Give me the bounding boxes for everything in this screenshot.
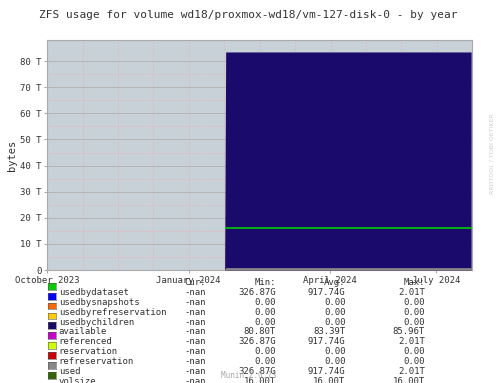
Text: 0.00: 0.00 — [404, 318, 425, 326]
Text: 2.01T: 2.01T — [398, 367, 425, 376]
Text: -nan: -nan — [185, 357, 206, 366]
Text: 0.00: 0.00 — [254, 347, 276, 356]
Text: 917.74G: 917.74G — [308, 288, 345, 296]
Text: referenced: referenced — [59, 337, 112, 346]
Text: 0.00: 0.00 — [404, 357, 425, 366]
Text: 16.00T: 16.00T — [244, 377, 276, 383]
Text: -nan: -nan — [185, 298, 206, 306]
Text: 0.00: 0.00 — [254, 318, 276, 326]
Text: -nan: -nan — [185, 377, 206, 383]
Text: volsize: volsize — [59, 377, 96, 383]
Text: Avg:: Avg: — [324, 278, 345, 286]
Text: Cur:: Cur: — [185, 278, 206, 286]
Text: 16.00T: 16.00T — [313, 377, 345, 383]
Text: usedbydataset: usedbydataset — [59, 288, 129, 296]
Text: Munin 2.0.73: Munin 2.0.73 — [221, 371, 276, 380]
Text: -nan: -nan — [185, 337, 206, 346]
Text: reservation: reservation — [59, 347, 118, 356]
Text: 326.87G: 326.87G — [238, 337, 276, 346]
Text: usedbysnapshots: usedbysnapshots — [59, 298, 139, 306]
Text: ZFS usage for volume wd18/proxmox-wd18/vm-127-disk-0 - by year: ZFS usage for volume wd18/proxmox-wd18/v… — [39, 10, 458, 20]
Text: 326.87G: 326.87G — [238, 288, 276, 296]
Text: 0.00: 0.00 — [404, 308, 425, 316]
Text: -nan: -nan — [185, 288, 206, 296]
Text: 80.80T: 80.80T — [244, 327, 276, 336]
Text: -nan: -nan — [185, 327, 206, 336]
Text: refreservation: refreservation — [59, 357, 134, 366]
Text: -nan: -nan — [185, 318, 206, 326]
Text: 0.00: 0.00 — [254, 298, 276, 306]
Text: 85.96T: 85.96T — [393, 327, 425, 336]
Text: usedbyrefreservation: usedbyrefreservation — [59, 308, 166, 316]
Text: RRDTOOL / TOBI OETIKER: RRDTOOL / TOBI OETIKER — [490, 113, 495, 193]
Text: 0.00: 0.00 — [404, 347, 425, 356]
Y-axis label: bytes: bytes — [7, 139, 17, 171]
Text: 0.00: 0.00 — [324, 298, 345, 306]
Text: 0.00: 0.00 — [254, 357, 276, 366]
Text: 917.74G: 917.74G — [308, 367, 345, 376]
Text: 326.87G: 326.87G — [238, 367, 276, 376]
Text: 16.00T: 16.00T — [393, 377, 425, 383]
Text: 917.74G: 917.74G — [308, 337, 345, 346]
Text: -nan: -nan — [185, 367, 206, 376]
Text: 0.00: 0.00 — [324, 318, 345, 326]
Text: Min:: Min: — [254, 278, 276, 286]
Text: usedbychildren: usedbychildren — [59, 318, 134, 326]
Text: available: available — [59, 327, 107, 336]
Text: 2.01T: 2.01T — [398, 288, 425, 296]
Text: used: used — [59, 367, 80, 376]
Text: 2.01T: 2.01T — [398, 337, 425, 346]
Text: Max:: Max: — [404, 278, 425, 286]
Text: -nan: -nan — [185, 347, 206, 356]
Text: 0.00: 0.00 — [404, 298, 425, 306]
Text: 0.00: 0.00 — [324, 347, 345, 356]
Text: 0.00: 0.00 — [324, 308, 345, 316]
Text: 0.00: 0.00 — [324, 357, 345, 366]
Text: -nan: -nan — [185, 308, 206, 316]
Text: 0.00: 0.00 — [254, 308, 276, 316]
Text: 83.39T: 83.39T — [313, 327, 345, 336]
